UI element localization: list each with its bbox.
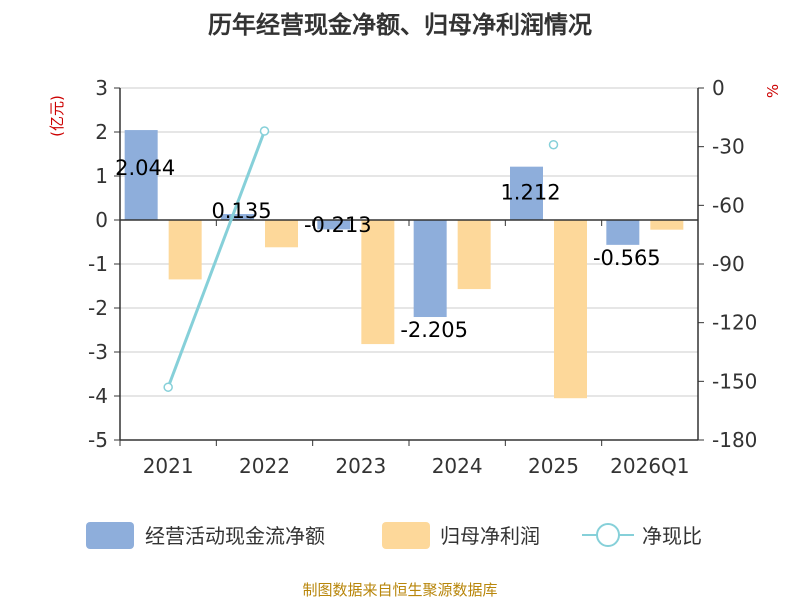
- data-label-cashflow: -0.565: [593, 246, 661, 270]
- x-category-label: 2022: [239, 454, 290, 478]
- x-category-label: 2023: [335, 454, 386, 478]
- left-axis-unit: (亿元): [48, 95, 66, 137]
- left-tick-label: -5: [88, 428, 108, 452]
- bar-marks: [124, 130, 684, 399]
- legend-marker-ratio: [596, 523, 620, 547]
- left-axis-ticks: 3 2 1 0 -1 -2 -3 -4 -5: [88, 76, 120, 452]
- left-tick-label: 1: [95, 164, 108, 188]
- right-tick-label: -60: [712, 193, 745, 217]
- x-category-label: 2026Q1: [610, 454, 689, 478]
- bar-cashflow: [510, 166, 543, 220]
- left-tick-label: -2: [88, 296, 108, 320]
- right-axis-unit: %: [764, 84, 782, 98]
- data-label-cashflow: 1.212: [500, 180, 560, 204]
- right-tick-label: -180: [712, 428, 757, 452]
- legend-swatch-profit: [382, 522, 430, 549]
- x-category-label: 2021: [143, 454, 194, 478]
- left-tick-label: 0: [95, 208, 108, 232]
- x-category-label: 2024: [432, 454, 483, 478]
- axes: [119, 88, 699, 446]
- source-note: 制图数据来自恒生聚源数据库: [302, 581, 497, 599]
- bar-profit: [265, 220, 298, 248]
- ratio-point: [548, 139, 559, 150]
- bar-profit: [554, 220, 587, 399]
- legend-label-profit: 归母净利润: [440, 524, 540, 548]
- ratio-line: [163, 126, 559, 392]
- bar-profit: [650, 220, 684, 230]
- left-tick-label: 2: [95, 120, 108, 144]
- chart-title: 历年经营现金净额、归母净利润情况: [208, 11, 592, 39]
- right-tick-label: -120: [712, 311, 757, 335]
- x-category-label: 2025: [528, 454, 579, 478]
- ratio-point: [163, 382, 173, 392]
- legend-label-cashflow: 经营活动现金流净额: [145, 524, 325, 548]
- data-label-cashflow: 0.135: [211, 199, 271, 223]
- bar-profit: [361, 220, 395, 345]
- data-label-cashflow: -0.213: [304, 213, 372, 237]
- left-tick-label: -4: [88, 384, 108, 408]
- legend-swatch-cashflow: [86, 522, 134, 549]
- legend: 经营活动现金流净额 归母净利润 净现比: [86, 522, 702, 549]
- data-label-cashflow: -2.205: [400, 318, 468, 342]
- bar-cashflow: [413, 220, 447, 318]
- legend-label-ratio: 净现比: [642, 524, 702, 548]
- left-tick-label: -3: [88, 340, 108, 364]
- right-tick-label: 0: [712, 76, 725, 100]
- bar-cashflow: [606, 220, 640, 245]
- ratio-line-segment: [166, 130, 266, 388]
- right-tick-label: -90: [712, 252, 745, 276]
- left-tick-label: 3: [95, 76, 108, 100]
- bar-cashflow: [317, 220, 351, 230]
- data-labels: 2.044 0.135 -0.213 -2.205 1.212 -0.565: [115, 156, 661, 342]
- bar-profit: [168, 220, 202, 280]
- left-tick-label: -1: [88, 252, 108, 276]
- right-tick-label: -30: [712, 135, 745, 159]
- bar-profit: [457, 220, 491, 290]
- x-axis-labels: 2021 2022 2023 2024 2025 2026Q1: [143, 454, 690, 478]
- right-axis-ticks: 0 -30 -60 -90 -120 -150 -180: [698, 76, 757, 452]
- right-tick-label: -150: [712, 369, 757, 393]
- bar-cashflow: [221, 214, 254, 220]
- bar-cashflow: [124, 130, 158, 220]
- ratio-point: [259, 126, 270, 136]
- data-label-cashflow: 2.044: [115, 156, 175, 180]
